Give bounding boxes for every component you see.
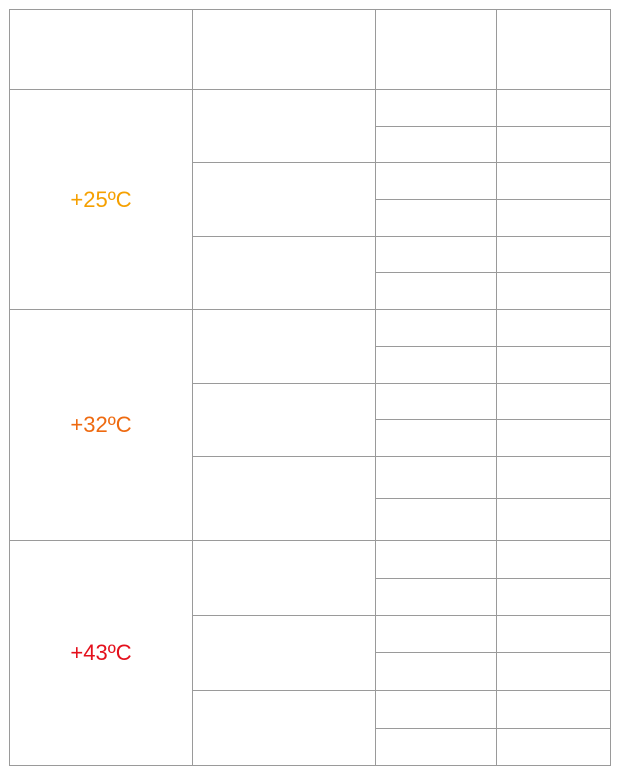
temperature-table: +25ºC +32ºC +43ºC (9, 9, 611, 766)
value-cell (375, 456, 497, 499)
value-cell (375, 728, 497, 766)
value-cell (496, 615, 611, 653)
value-cell (496, 578, 611, 616)
temperature-cell: +43ºC (9, 540, 193, 766)
table-row (10, 728, 611, 766)
subgroup-cell (192, 540, 376, 616)
value-cell (375, 615, 497, 653)
value-cell (375, 89, 497, 127)
subgroup-cell (192, 615, 376, 691)
header-cell (496, 9, 611, 90)
value-cell (375, 652, 497, 691)
temperature-cell: +32ºC (9, 309, 193, 541)
subgroup-cell (192, 456, 376, 541)
temperature-cell: +25ºC (9, 89, 193, 310)
table-row (10, 652, 611, 691)
subgroup-cell (192, 162, 376, 237)
table-row (10, 199, 611, 237)
value-cell (496, 236, 611, 273)
value-cell (375, 272, 497, 310)
value-cell (496, 126, 611, 163)
header-cell (9, 9, 193, 90)
value-cell (375, 199, 497, 237)
subgroup-cell (192, 383, 376, 457)
table-row: +25ºC (9, 89, 611, 310)
table-row (10, 498, 611, 541)
value-cell (496, 652, 611, 691)
value-cell (375, 383, 497, 420)
value-cell (375, 162, 497, 200)
value-cell (496, 498, 611, 541)
value-cell (375, 690, 497, 729)
subgroup-cell (192, 89, 376, 163)
value-cell (375, 419, 497, 457)
table-row (10, 272, 611, 310)
table-row: +32ºC (9, 309, 611, 541)
header-row (9, 9, 611, 90)
value-cell (496, 456, 611, 499)
value-cell (496, 383, 611, 420)
value-cell (375, 540, 497, 579)
value-cell (375, 498, 497, 541)
value-cell (375, 309, 497, 347)
value-cell (375, 236, 497, 273)
value-cell (496, 272, 611, 310)
value-cell (375, 578, 497, 616)
value-cell (496, 419, 611, 457)
table-row (10, 346, 611, 384)
header-cell (375, 9, 497, 90)
value-cell (496, 728, 611, 766)
value-cell (496, 690, 611, 729)
value-cell (375, 346, 497, 384)
subgroup-cell (192, 236, 376, 310)
table-row (10, 615, 611, 691)
value-cell (496, 540, 611, 579)
header-cell (192, 9, 376, 90)
value-cell (496, 346, 611, 384)
subgroup-cell (192, 309, 376, 384)
value-cell (496, 199, 611, 237)
subgroup-cell (192, 690, 376, 766)
value-cell (496, 162, 611, 200)
table-row (10, 456, 611, 541)
value-cell (496, 89, 611, 127)
value-cell (496, 309, 611, 347)
table-row (10, 690, 611, 766)
table-row: +43ºC (9, 540, 611, 766)
table-row (10, 578, 611, 616)
table-row (10, 236, 611, 310)
value-cell (375, 126, 497, 163)
